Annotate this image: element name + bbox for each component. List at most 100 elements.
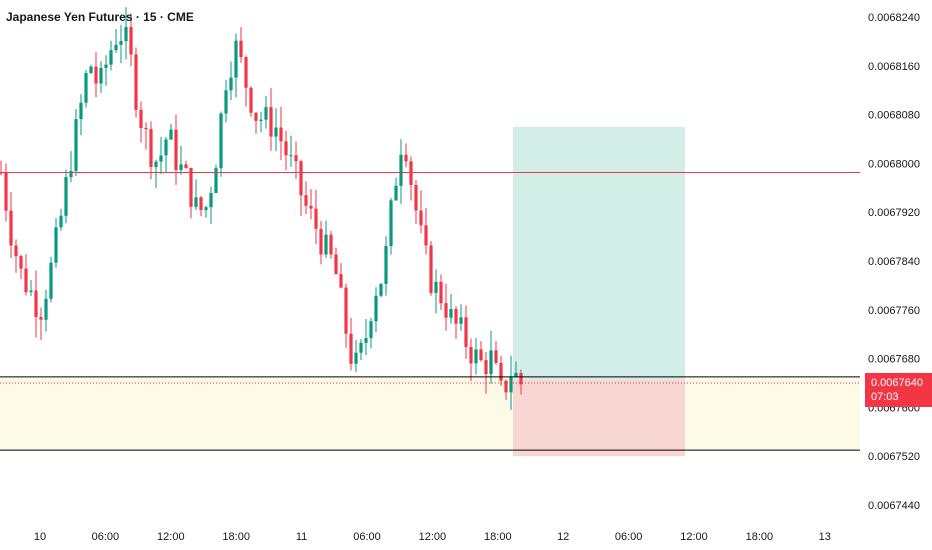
price-tick-label: 0.0067840 [868, 256, 920, 268]
candle-body [479, 349, 483, 361]
candle-body [519, 372, 523, 385]
candle-body [169, 129, 173, 140]
candle-body [4, 172, 8, 211]
chart-title: Japanese Yen Futures · 15 · CME [6, 10, 194, 24]
candle-body [174, 129, 178, 171]
candle-body [89, 66, 93, 74]
candle-body [399, 154, 403, 186]
candle-body [329, 234, 333, 255]
candle-body [374, 295, 378, 322]
price-axis[interactable]: 0.0068240 0.0068160 0.0068080 0.0068000 0.00… [868, 12, 920, 512]
time-tick-label: 11 [296, 531, 307, 543]
candle-body [44, 298, 48, 320]
candle-body [294, 155, 298, 162]
candle-body [69, 170, 73, 178]
candle-body [204, 207, 208, 211]
candle-body [359, 342, 363, 353]
time-tick-label: 18:00 [484, 531, 512, 543]
candle-body [114, 44, 118, 51]
candle-body [314, 208, 318, 229]
candle-body [59, 215, 63, 228]
candle-body [14, 245, 18, 257]
candle-body [299, 161, 303, 196]
candle-body [269, 107, 273, 137]
price-tick-label: 0.0067520 [868, 451, 920, 463]
candle-body [459, 317, 463, 324]
candle-body [319, 228, 323, 255]
candle-body [379, 283, 383, 296]
candle-body [404, 154, 408, 162]
price-tick-label: 0.0068160 [868, 61, 920, 73]
candle-body [464, 317, 468, 347]
candle-body [434, 281, 438, 293]
candle-body [154, 161, 158, 167]
candle-body [209, 192, 213, 208]
time-tick-label: 18:00 [222, 531, 250, 543]
bar-countdown-label: 07:03 [871, 391, 899, 403]
time-tick-label: 06:00 [92, 531, 120, 543]
candle-body [334, 254, 338, 275]
candle-body [349, 333, 353, 364]
candle-body [339, 274, 343, 288]
candle-body [199, 197, 203, 211]
candle-body [274, 127, 278, 137]
candle-body [384, 246, 388, 284]
candle-body [304, 195, 308, 206]
candle-body [164, 139, 168, 156]
candle-body [244, 57, 248, 88]
candle-body [469, 346, 473, 364]
candle-body [194, 197, 198, 207]
candle-body [249, 87, 253, 113]
candle-body [489, 350, 493, 375]
candle-body [369, 321, 373, 339]
candle-body [19, 256, 23, 269]
demand-zone [0, 376, 860, 451]
time-tick-label: 12:00 [680, 531, 708, 543]
candle-body [444, 303, 448, 318]
time-axis[interactable]: 10 06:00 12:00 18:00 11 06:00 12:00 18:00 12 06:0… [34, 531, 831, 543]
candle-body [119, 41, 123, 45]
time-tick-label: 06:00 [353, 531, 381, 543]
candle-body [24, 268, 28, 293]
candle-body [419, 210, 423, 226]
candle-body [49, 262, 53, 299]
price-tick-label: 0.0067760 [868, 305, 920, 317]
candle-body [354, 352, 358, 364]
candle-body [124, 27, 128, 42]
candle-body [219, 113, 223, 169]
candle-body [9, 210, 13, 246]
candle-body [129, 27, 133, 55]
candle-body [499, 362, 503, 381]
candle-body [224, 90, 228, 114]
candle-body [484, 360, 488, 375]
stop-loss-zone [513, 379, 685, 457]
candle-body [284, 141, 288, 156]
candle-body [64, 177, 68, 216]
candle-body [104, 64, 108, 68]
levels-layer [0, 172, 860, 451]
time-tick-label: 12:00 [419, 531, 447, 543]
candle-body [264, 107, 268, 120]
time-tick-label: 12 [557, 531, 569, 543]
candle-body [324, 234, 328, 255]
candle-body [39, 316, 43, 320]
price-tick-label: 0.0067440 [868, 500, 920, 512]
candle-body [254, 112, 258, 121]
candle-body [259, 119, 263, 121]
price-tick-label: 0.0067680 [868, 354, 920, 366]
time-tick-label: 10 [34, 531, 46, 543]
candle-body [189, 167, 193, 207]
current-price-badge: 0.0067640 07:03 [865, 373, 932, 407]
candle-body [79, 102, 83, 120]
candle-body [394, 185, 398, 201]
candle-body [184, 164, 188, 168]
candle-body [99, 67, 103, 84]
candle-body [239, 40, 243, 58]
current-price-label: 0.0067640 [871, 377, 923, 389]
candle-body [309, 205, 313, 209]
candle-body [134, 54, 138, 110]
candle-body [214, 168, 218, 193]
candle-body [229, 77, 233, 91]
candle-body [74, 119, 78, 171]
